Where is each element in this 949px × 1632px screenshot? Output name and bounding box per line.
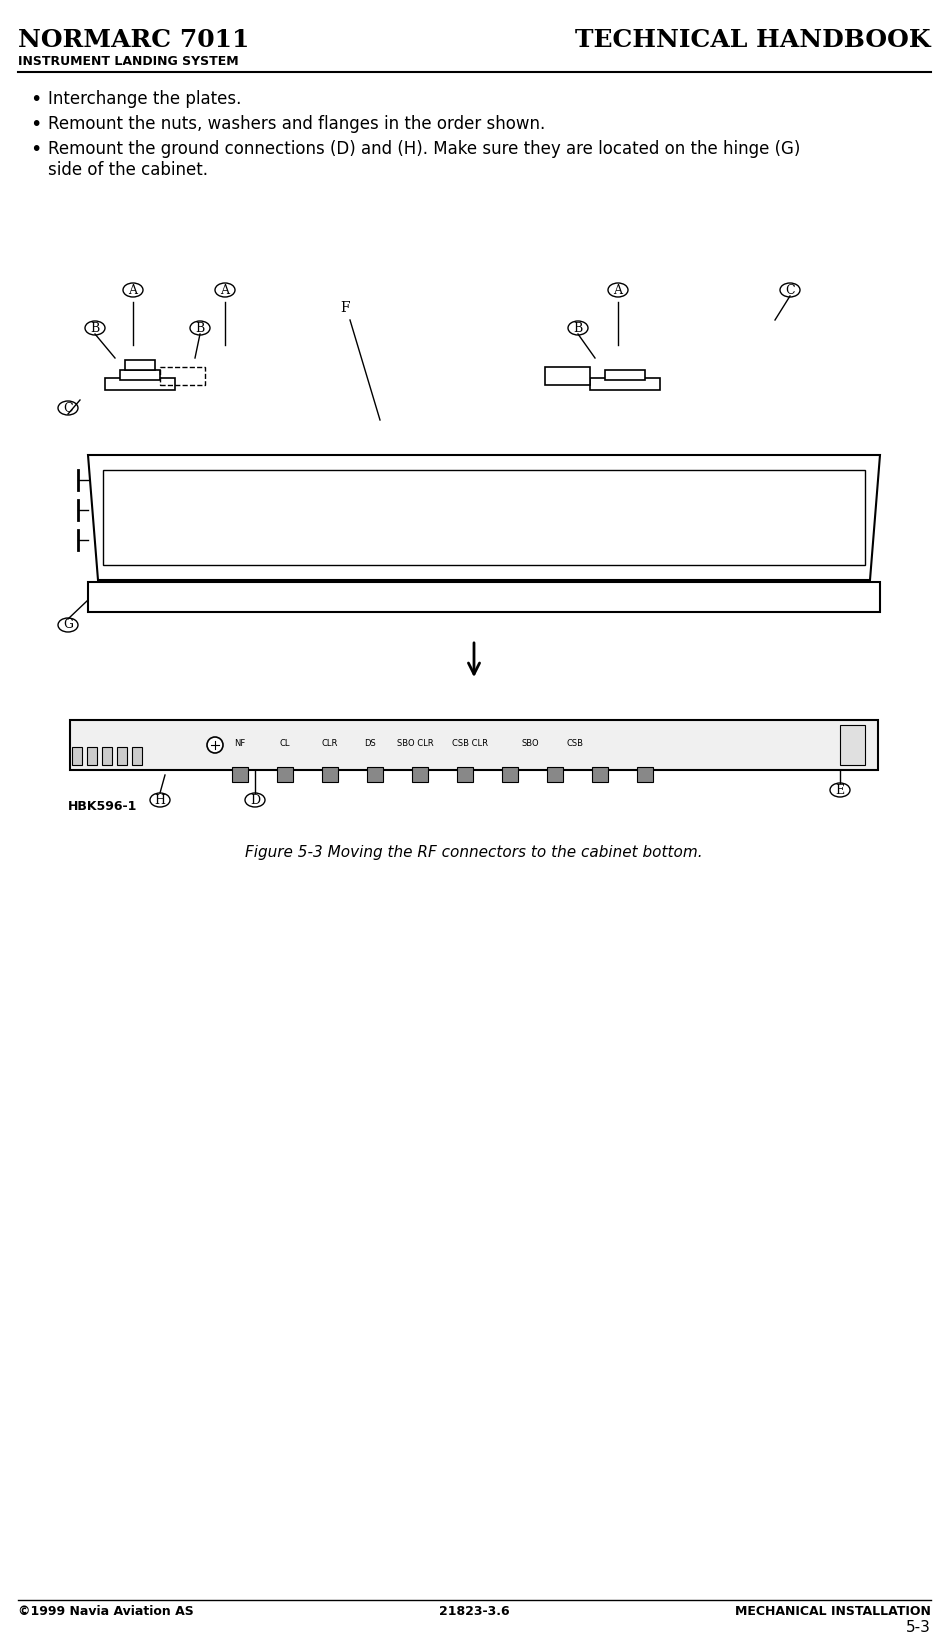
Text: H: H xyxy=(155,793,165,806)
Text: NORMARC 7011: NORMARC 7011 xyxy=(18,28,250,52)
Bar xyxy=(277,767,293,782)
Text: ©1999 Navia Aviation AS: ©1999 Navia Aviation AS xyxy=(18,1604,194,1617)
Bar xyxy=(117,747,127,765)
Bar xyxy=(105,379,175,390)
Bar xyxy=(457,767,473,782)
Bar xyxy=(125,361,155,370)
Text: A: A xyxy=(613,284,623,297)
Text: 21823-3.6: 21823-3.6 xyxy=(438,1604,510,1617)
Text: SBO CLR: SBO CLR xyxy=(397,739,434,747)
Bar xyxy=(412,767,428,782)
Text: B: B xyxy=(90,322,100,335)
Bar xyxy=(590,379,660,390)
Bar xyxy=(367,767,383,782)
Bar xyxy=(545,367,590,385)
Bar xyxy=(103,470,865,565)
Text: CL: CL xyxy=(280,739,290,747)
Bar xyxy=(547,767,563,782)
Bar xyxy=(70,720,878,770)
Text: •: • xyxy=(30,90,42,109)
Bar xyxy=(102,747,112,765)
Text: B: B xyxy=(573,322,583,335)
Bar xyxy=(502,767,518,782)
Bar xyxy=(87,747,97,765)
Text: •: • xyxy=(30,140,42,158)
Bar xyxy=(72,747,82,765)
Text: A: A xyxy=(220,284,230,297)
Circle shape xyxy=(207,738,223,752)
Text: SBO: SBO xyxy=(521,739,539,747)
Text: INSTRUMENT LANDING SYSTEM: INSTRUMENT LANDING SYSTEM xyxy=(18,55,238,69)
Text: MECHANICAL INSTALLATION: MECHANICAL INSTALLATION xyxy=(735,1604,931,1617)
Bar xyxy=(120,370,160,380)
Text: CSB: CSB xyxy=(567,739,584,747)
Bar xyxy=(592,767,608,782)
Text: Remount the ground connections (D) and (H). Make sure they are located on the hi: Remount the ground connections (D) and (… xyxy=(48,140,800,180)
Text: 5-3: 5-3 xyxy=(906,1621,931,1632)
Bar xyxy=(160,367,205,385)
Bar xyxy=(840,725,865,765)
Text: E: E xyxy=(835,783,845,796)
Text: G: G xyxy=(63,619,73,632)
Text: CLR: CLR xyxy=(322,739,338,747)
Text: DS: DS xyxy=(364,739,376,747)
Text: B: B xyxy=(195,322,205,335)
Bar xyxy=(322,767,338,782)
Text: F: F xyxy=(340,300,350,315)
Text: A: A xyxy=(128,284,138,297)
Bar xyxy=(605,370,645,380)
Text: •: • xyxy=(30,114,42,134)
Text: TECHNICAL HANDBOOK: TECHNICAL HANDBOOK xyxy=(575,28,931,52)
Text: NF: NF xyxy=(234,739,246,747)
Text: D: D xyxy=(250,793,260,806)
Text: Remount the nuts, washers and flanges in the order shown.: Remount the nuts, washers and flanges in… xyxy=(48,114,546,132)
Text: Figure 5-3 Moving the RF connectors to the cabinet bottom.: Figure 5-3 Moving the RF connectors to t… xyxy=(245,845,703,860)
Text: C: C xyxy=(64,401,73,415)
Text: Interchange the plates.: Interchange the plates. xyxy=(48,90,241,108)
Bar xyxy=(88,583,880,612)
Text: HBK596-1: HBK596-1 xyxy=(68,800,138,813)
Bar xyxy=(232,767,248,782)
Bar xyxy=(637,767,653,782)
Text: C: C xyxy=(785,284,795,297)
Bar xyxy=(132,747,142,765)
Text: CSB CLR: CSB CLR xyxy=(452,739,488,747)
